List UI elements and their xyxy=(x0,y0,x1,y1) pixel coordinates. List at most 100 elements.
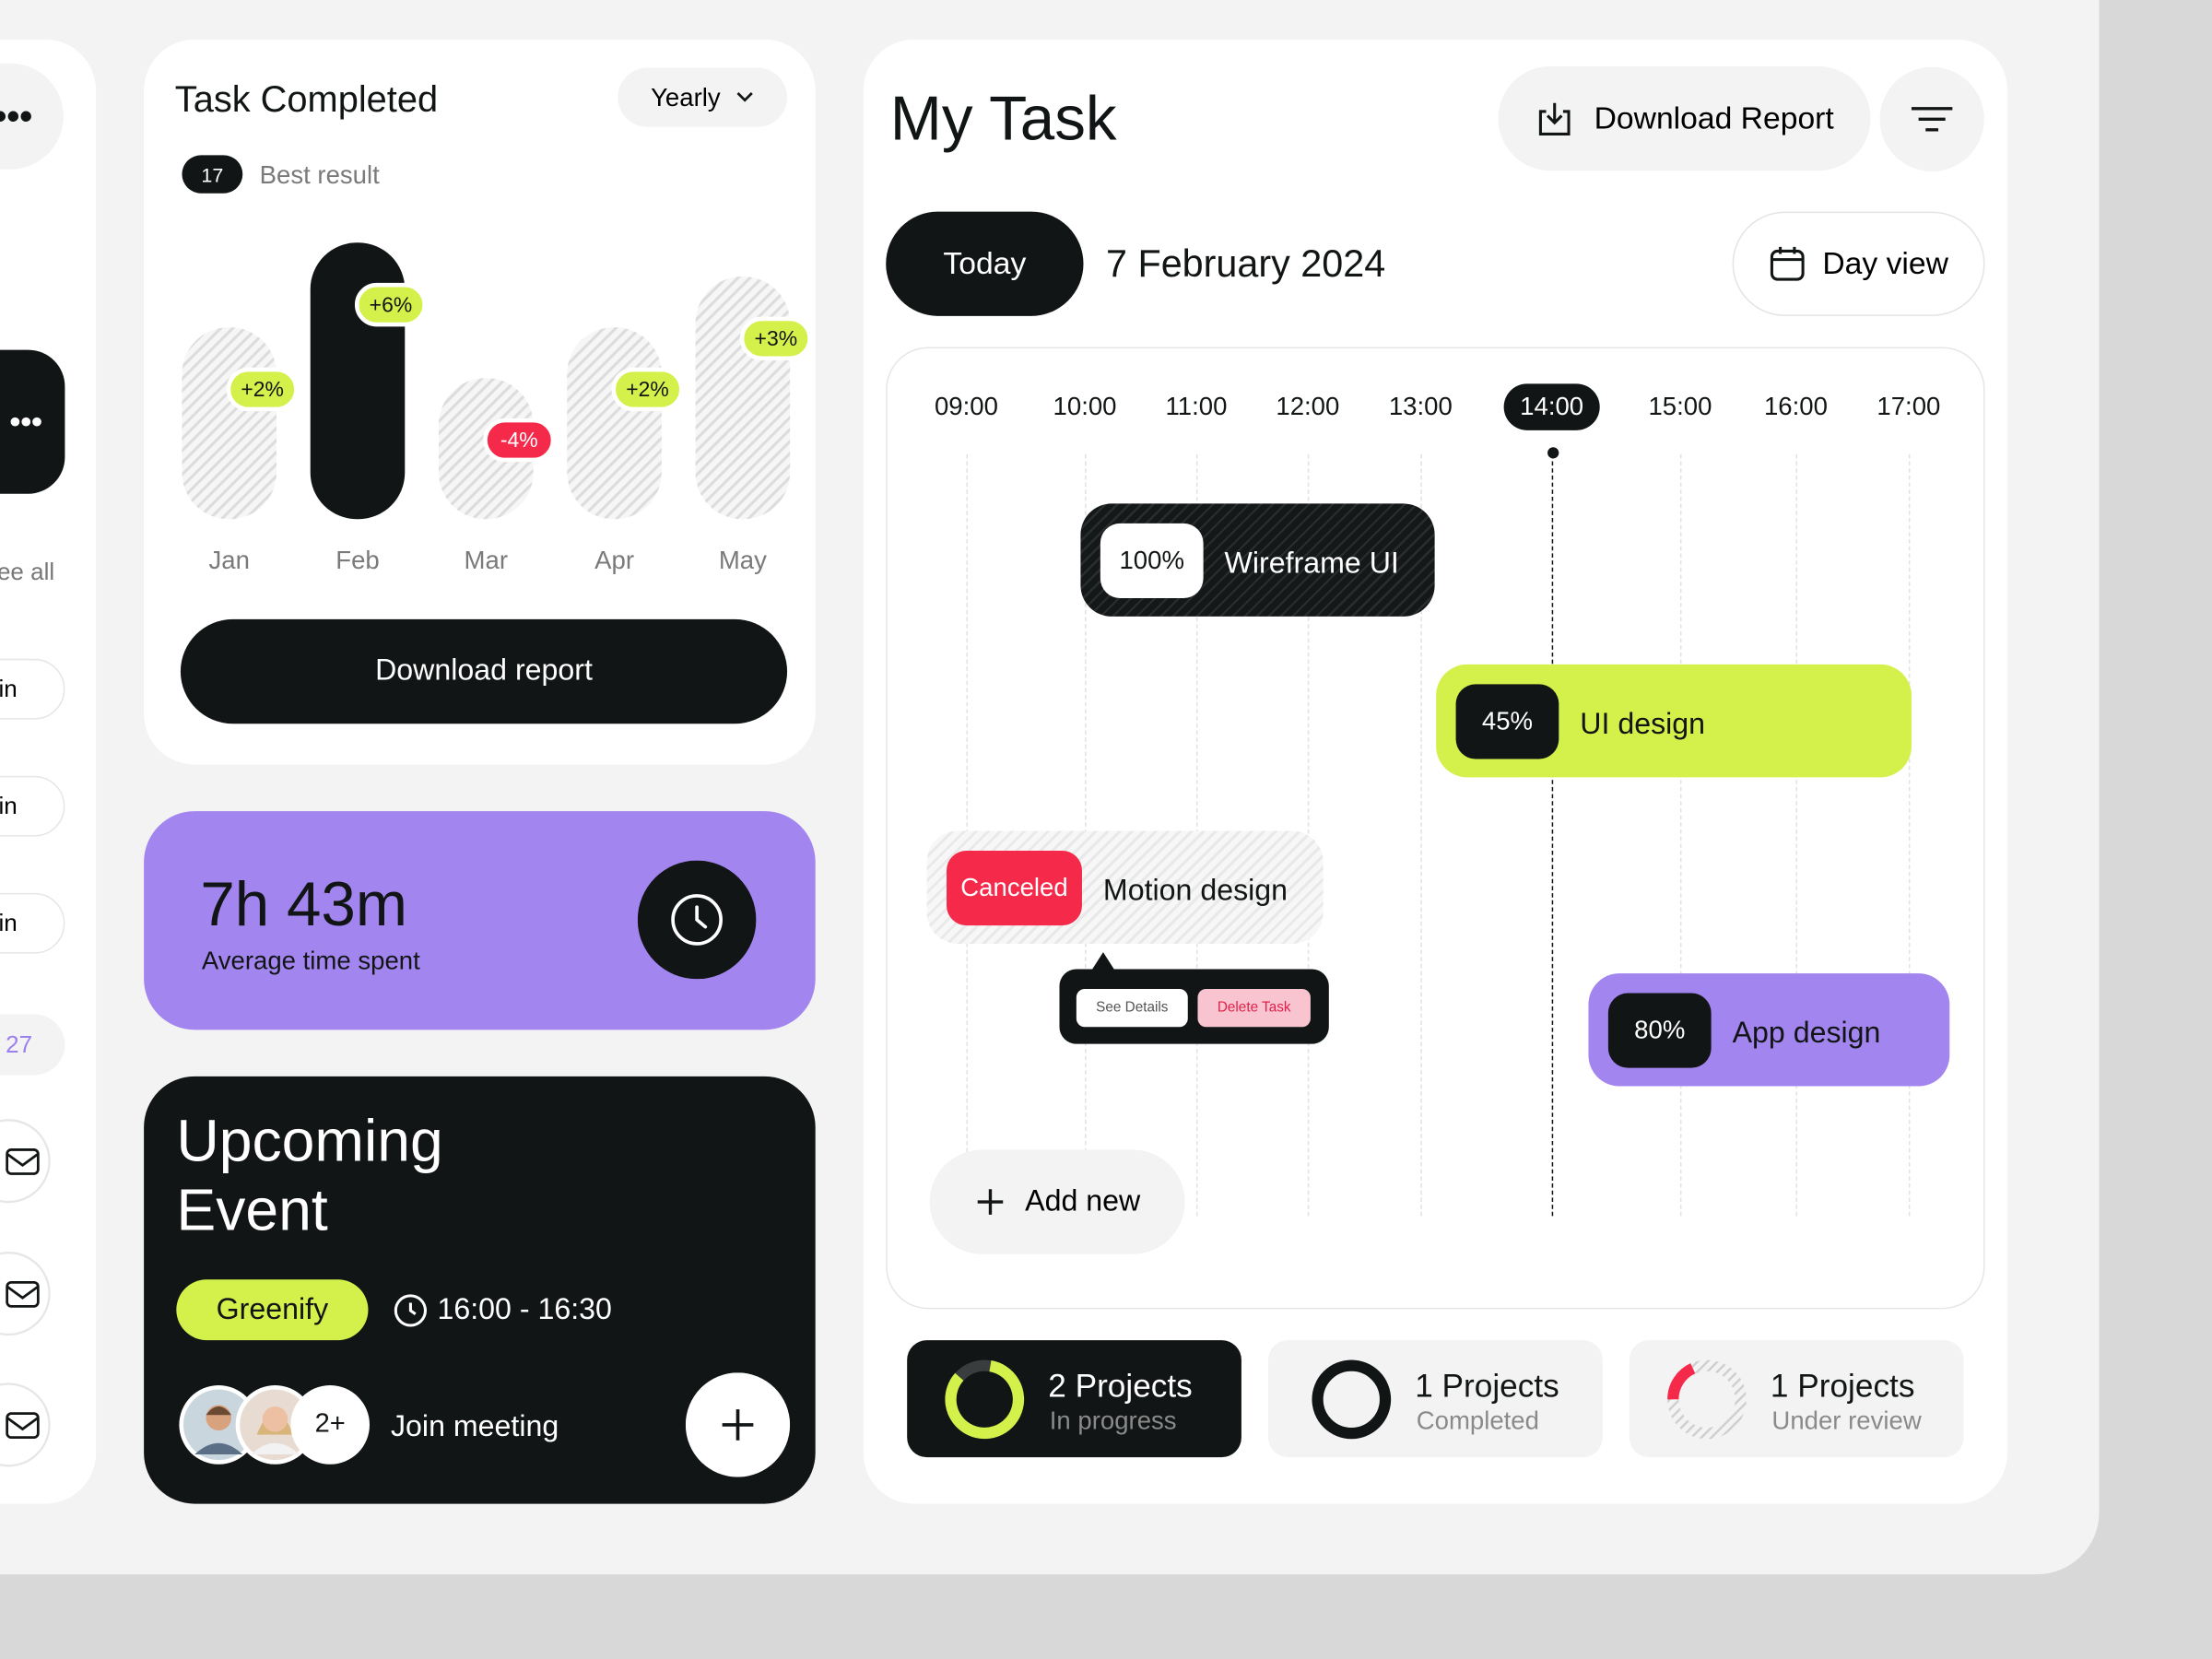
bar xyxy=(182,327,276,520)
day-view-button[interactable]: Day view xyxy=(1732,211,1985,316)
x-tick-label: Jan xyxy=(209,546,250,574)
download-report[interactable]: Download Report xyxy=(1498,65,1871,171)
download-icon xyxy=(1538,102,1571,135)
change-label: +6% xyxy=(370,292,413,316)
change-label: -4% xyxy=(500,428,538,452)
chevron-icon xyxy=(736,92,753,102)
see-all[interactable]: ee all xyxy=(0,559,55,586)
hour-label: 16:00 xyxy=(1763,392,1828,421)
event-title: Event xyxy=(176,1176,328,1243)
download-report-button[interactable]: Download report xyxy=(180,618,788,724)
sidebar-item[interactable]: in xyxy=(0,658,65,720)
hour-line xyxy=(1420,453,1422,1217)
sidebar-item[interactable]: in xyxy=(0,892,65,954)
sidebar-item[interactable]: in xyxy=(0,775,65,837)
extra-attendees: 2+ xyxy=(314,1409,346,1440)
see-details-button[interactable]: See Details xyxy=(1076,988,1188,1028)
hour-line xyxy=(1795,453,1797,1217)
stat-card[interactable] xyxy=(907,1340,1241,1458)
change-label: +2% xyxy=(241,377,284,401)
task-name: UI design xyxy=(1580,708,1706,741)
x-tick-label: May xyxy=(719,546,767,574)
delete-task-button[interactable]: Delete Task xyxy=(1197,988,1311,1028)
average-time-label: Average time spent xyxy=(201,947,420,975)
sidebar-item-text: in xyxy=(0,792,18,819)
change-badge xyxy=(739,316,812,361)
sidebar-item-text: in xyxy=(0,675,18,702)
event-time: 16:00 - 16:30 xyxy=(437,1293,612,1326)
join-meeting[interactable]: Join meeting xyxy=(390,1410,559,1443)
clock-icon xyxy=(394,1294,428,1327)
stat-count: 1 Projects xyxy=(1770,1367,1915,1404)
bar xyxy=(695,276,791,520)
hour-line xyxy=(1551,453,1554,1217)
task-name: App design xyxy=(1732,1017,1881,1050)
task-badge: 80% xyxy=(1607,993,1712,1068)
day-view-label: Day view xyxy=(1822,245,1948,281)
tooltip-arrow xyxy=(1090,952,1116,972)
stat-status: Under review xyxy=(1771,1406,1922,1435)
stat-rings xyxy=(945,1359,1747,1440)
hour-label: 17:00 xyxy=(1877,392,1941,421)
stat-status: In progress xyxy=(1049,1406,1177,1435)
my-task-title: My Task xyxy=(889,84,1117,154)
stat-status: Completed xyxy=(1416,1406,1539,1435)
hour-label: 13:00 xyxy=(1388,392,1453,421)
hour-label: 10:00 xyxy=(1053,392,1117,421)
sidebar-item[interactable]: 27 xyxy=(0,1014,65,1076)
add-event-button[interactable] xyxy=(685,1372,791,1477)
stat-count: 2 Projects xyxy=(1048,1367,1193,1404)
change-badge xyxy=(483,418,556,463)
stat-card[interactable] xyxy=(1629,1340,1964,1458)
x-tick-label: Mar xyxy=(465,546,508,574)
hour-label: 11:00 xyxy=(1165,392,1228,421)
task-name: Motion design xyxy=(1102,874,1288,908)
add-new-label: Add new xyxy=(1025,1184,1141,1218)
hour-line xyxy=(1908,453,1911,1217)
task-badge: 45% xyxy=(1455,684,1559,759)
period-label: Yearly xyxy=(651,82,721,112)
hour-line xyxy=(1679,453,1682,1217)
period-select[interactable]: Yearly xyxy=(618,67,788,127)
x-tick-label: Apr xyxy=(594,546,634,574)
avatars xyxy=(179,1385,371,1465)
change-badge xyxy=(226,367,299,412)
filter-button[interactable] xyxy=(1879,66,1985,172)
x-tick-label: Feb xyxy=(335,546,379,574)
change-badge xyxy=(354,282,428,327)
hour-label: 14:00 xyxy=(1503,383,1600,430)
add-new-button[interactable]: Add new xyxy=(929,1149,1185,1254)
average-time-value: 7h 43m xyxy=(200,870,407,940)
stat-card[interactable] xyxy=(1268,1340,1603,1458)
sidebar-card[interactable]: ••• xyxy=(0,349,65,494)
date-label: 7 February 2024 xyxy=(1105,242,1386,286)
task-name: Wireframe UI xyxy=(1224,547,1399,581)
hour-label: 12:00 xyxy=(1276,392,1340,421)
bar-chart: +2% Jan +6% Feb -4% Mar +2% Apr +3% May xyxy=(182,242,812,574)
card-title: Task Completed xyxy=(174,77,439,121)
best-count: 17 xyxy=(182,155,243,194)
sidebar-mail-icons xyxy=(0,1119,51,1467)
event-tag: Greenify xyxy=(176,1279,369,1341)
change-label: +3% xyxy=(755,326,798,350)
task-badge: Canceled xyxy=(947,850,1082,926)
clock-button[interactable] xyxy=(637,860,757,980)
sidebar-item-text: 27 xyxy=(6,1030,33,1058)
today-button[interactable]: Today xyxy=(886,211,1084,316)
calendar-icon xyxy=(1770,246,1805,281)
best-label: Best result xyxy=(259,160,380,190)
timeline xyxy=(886,347,1985,1310)
plus-icon xyxy=(977,1189,1003,1215)
event-title: Upcoming xyxy=(176,1107,443,1174)
hour-label: 15:00 xyxy=(1648,392,1712,421)
change-label: +2% xyxy=(626,377,669,401)
task-badge: 100% xyxy=(1100,523,1204,598)
download-label: Download Report xyxy=(1594,100,1834,135)
now-marker xyxy=(1547,447,1559,459)
sidebar-item-text: in xyxy=(0,909,18,936)
change-badge xyxy=(611,367,684,412)
stat-count: 1 Projects xyxy=(1415,1367,1559,1404)
bar xyxy=(567,327,662,520)
